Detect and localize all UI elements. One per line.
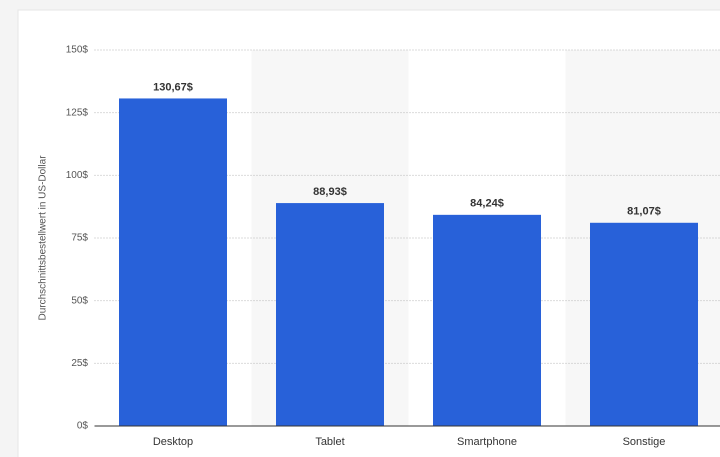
x-tick-label: Smartphone	[457, 436, 517, 448]
y-tick-label: 150$	[66, 45, 89, 56]
x-tick-label: Tablet	[315, 436, 344, 448]
bar	[433, 214, 541, 426]
y-tick-label: 75$	[71, 233, 88, 244]
bar	[590, 222, 698, 426]
y-tick-label: 125$	[66, 107, 89, 118]
bar	[119, 98, 227, 427]
data-label: 88,93$	[313, 186, 347, 198]
x-tick-label: Sonstige	[623, 436, 666, 448]
data-label: 84,24$	[470, 198, 504, 210]
x-tick-label: Desktop	[153, 436, 193, 448]
y-tick-label: 25$	[71, 358, 88, 369]
data-label: 130,67$	[153, 81, 193, 93]
y-axis-title: Durchschnittsbestellwert in US-Dollar	[38, 155, 49, 321]
bar	[276, 203, 384, 426]
y-tick-label: 100$	[66, 170, 89, 181]
data-label: 81,07$	[627, 206, 661, 218]
y-tick-label: 50$	[71, 295, 88, 306]
y-tick-label: 0$	[77, 421, 89, 432]
